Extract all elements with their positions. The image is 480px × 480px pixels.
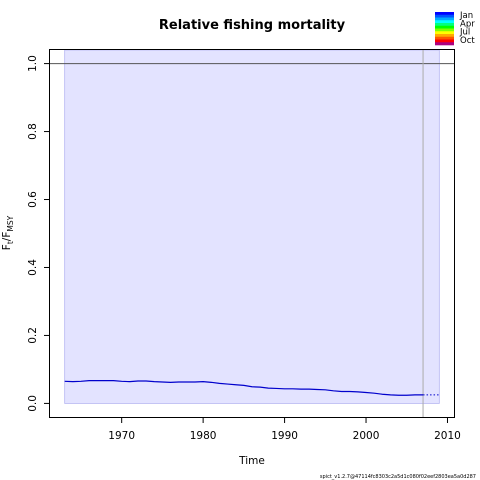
- y-tick-label-0.6: 0.6: [27, 191, 39, 208]
- legend-swatch-5: [435, 25, 454, 29]
- x-tick-label-1970: 1970: [108, 430, 135, 442]
- x-tick-label-2000: 2000: [353, 430, 380, 442]
- y-axis: 0.0 0.2 0.4 0.6 0.8 1.0: [27, 55, 50, 412]
- chart-title: Relative fishing mortality: [159, 18, 346, 33]
- legend-swatch-6: [435, 28, 454, 32]
- plot-frame: [49, 49, 455, 418]
- y-tick-label-0.0: 0.0: [27, 395, 39, 412]
- version-footer: spict_v1.2.7@47114fc8303c2a5d1c080f02eef…: [320, 474, 476, 480]
- y-tick-label-0.2: 0.2: [27, 327, 39, 344]
- legend-label-apr: Apr: [460, 19, 475, 29]
- x-axis-label: Time: [238, 455, 265, 467]
- x-axis: 1970 1980 1990 2000 2010: [108, 417, 461, 442]
- legend-swatch-2: [435, 17, 454, 21]
- legend-label-oct: Oct: [460, 36, 475, 46]
- y-tick-label-1.0: 1.0: [27, 55, 39, 72]
- legend-label-jul: Jul: [459, 28, 470, 38]
- legend-swatch-9: [435, 36, 454, 40]
- x-tick-label-1980: 1980: [190, 430, 217, 442]
- y-label-sub-msy: MSY: [6, 215, 15, 231]
- legend-swatch-8: [435, 34, 454, 38]
- legend-swatch-1: [435, 14, 454, 18]
- legend-swatch-0: [435, 12, 454, 16]
- x-tick-label-1990: 1990: [271, 430, 298, 442]
- y-axis-label: Ft/FMSY: [1, 215, 15, 250]
- y-label-main: F: [1, 244, 13, 250]
- legend-swatch-10: [435, 39, 454, 43]
- legend-swatch-4: [435, 23, 454, 27]
- series-line-0: [64, 380, 424, 396]
- x-tick-label-2010: 2010: [434, 430, 461, 442]
- legend-swatch-11: [435, 42, 454, 46]
- plot-area: [50, 49, 454, 417]
- y-tick-label-0.8: 0.8: [27, 123, 39, 140]
- legend-swatch-7: [435, 31, 454, 35]
- legend-swatch-3: [435, 20, 454, 24]
- legend-label-jan: Jan: [459, 11, 473, 21]
- y-label-sep: /F: [1, 232, 13, 242]
- y-tick-label-0.4: 0.4: [27, 259, 39, 276]
- confidence-band: [64, 49, 440, 404]
- y-label-sub-t: t: [6, 241, 15, 244]
